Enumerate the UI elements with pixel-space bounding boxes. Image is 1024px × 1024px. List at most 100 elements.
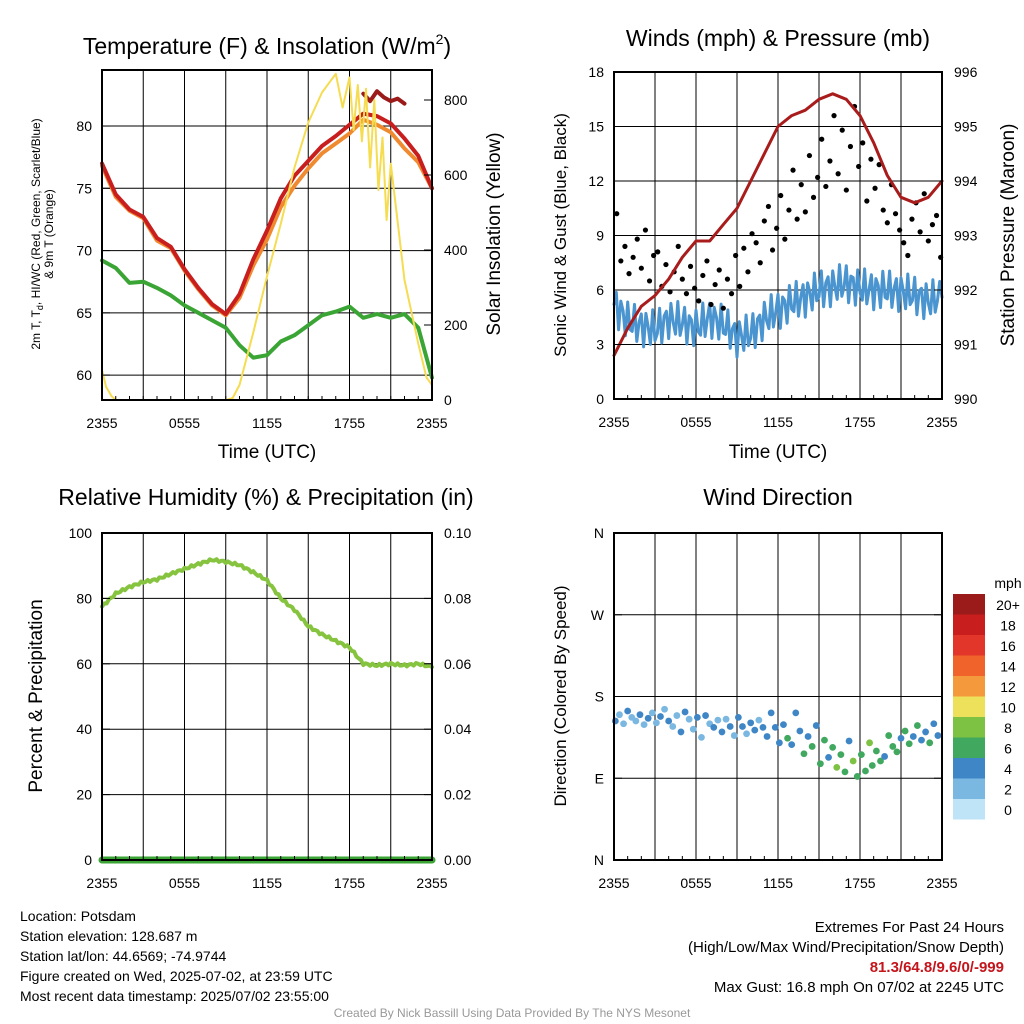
- series-line-3: [100, 258, 434, 380]
- direction-point: [640, 721, 648, 729]
- direction-point: [763, 733, 771, 740]
- direction-point: [930, 720, 938, 728]
- direction-point: [901, 727, 909, 735]
- insolation-ylabel: Solar Insolation (Yellow): [484, 132, 505, 335]
- gust-point: [798, 182, 804, 188]
- humidity-ylabel: Percent & Precipitation: [26, 599, 47, 792]
- station-info: Location: Potsdam Station elevation: 128…: [20, 906, 333, 1006]
- gust-point: [815, 174, 821, 180]
- legend-label: 0: [1004, 802, 1012, 818]
- y2-tick-label: 0.08: [444, 590, 471, 606]
- gust-point: [716, 267, 722, 273]
- gust-point: [872, 185, 878, 191]
- x-tick-label: 1155: [252, 415, 282, 431]
- direction-point: [734, 713, 742, 721]
- direction-point: [620, 720, 627, 728]
- gust-point: [897, 227, 903, 233]
- extremes-subtitle: (High/Low/Max Wind/Precipitation/Snow De…: [688, 939, 1004, 956]
- gust-point: [667, 289, 673, 295]
- direction-point: [914, 722, 921, 729]
- gust-point: [712, 281, 718, 288]
- extremes-values: 81.3/64.8/9.6/0/-999: [869, 959, 1004, 976]
- direction-point: [833, 763, 841, 771]
- gust-point: [929, 222, 936, 228]
- humidity-panel: Relative Humidity (%) & Precipitation (i…: [26, 484, 474, 891]
- gust-point: [683, 291, 690, 297]
- gust-point: [728, 291, 735, 297]
- gust-point: [790, 167, 796, 173]
- x-tick-label: 0555: [169, 875, 200, 891]
- gust-point: [876, 162, 882, 168]
- direction-point: [739, 723, 746, 730]
- direction-point: [673, 712, 681, 719]
- y-tick-label: 20: [76, 787, 92, 803]
- gust-point: [765, 203, 772, 210]
- gust-point: [724, 276, 731, 282]
- legend-label: 20+: [996, 597, 1020, 613]
- y2-tick-label: 995: [954, 119, 978, 135]
- direction-point: [821, 736, 828, 744]
- gust-point: [737, 283, 743, 289]
- direction-point: [881, 753, 888, 760]
- gust-point: [794, 216, 800, 222]
- direction-point: [657, 713, 664, 720]
- temperature-title: Temperature (F) & Insolation (W/m2): [83, 31, 451, 59]
- y-tick-label: 18: [588, 64, 604, 80]
- x-tick-label: 1155: [252, 875, 282, 891]
- gust-point: [925, 238, 931, 244]
- direction-point: [804, 733, 812, 740]
- legend-label: 2: [1004, 782, 1012, 798]
- x-tick-label: 2355: [416, 875, 447, 891]
- gust-point: [843, 187, 849, 193]
- location-text: Location: Potsdam: [20, 908, 136, 924]
- x-tick-label: 2355: [598, 414, 629, 430]
- series-line-2: [361, 89, 407, 106]
- direction-point: [702, 712, 709, 719]
- gust-point: [646, 278, 653, 284]
- y2-tick-label: 200: [444, 317, 468, 333]
- direction-point: [747, 719, 755, 727]
- direction-point: [893, 748, 901, 756]
- legend-label: 8: [1004, 720, 1012, 736]
- temperature-panel: Temperature (F) & Insolation (W/m2) 2355…: [29, 31, 505, 463]
- gust-point: [880, 207, 886, 213]
- y-tick-label: N: [594, 852, 604, 868]
- direction-point: [681, 708, 689, 716]
- direction-point: [825, 753, 832, 761]
- legend-label: 4: [1004, 761, 1012, 777]
- y2-tick-label: 996: [954, 64, 978, 80]
- y2-tick-label: 600: [444, 167, 468, 183]
- gust-point: [757, 260, 763, 266]
- y2-tick-label: 0.00: [444, 852, 471, 868]
- winds-xlabel: Time (UTC): [729, 442, 828, 463]
- extremes-info: Extremes For Past 24 Hours (High/Low/Max…: [688, 918, 1004, 998]
- direction-point: [718, 728, 726, 736]
- direction-point: [922, 728, 929, 736]
- gust-point: [618, 258, 624, 264]
- gust-point: [831, 113, 837, 119]
- legend-swatch: [953, 676, 985, 697]
- gust-point: [884, 220, 890, 226]
- x-tick-label: 1155: [763, 875, 793, 891]
- gust-point: [905, 252, 911, 259]
- credit-text: Created By Nick Bassill Using Data Provi…: [333, 1006, 691, 1020]
- direction-point: [800, 750, 808, 758]
- y-tick-label: W: [591, 607, 605, 623]
- gust-point: [642, 227, 649, 233]
- legend-swatch: [953, 635, 985, 656]
- gust-point: [655, 249, 661, 255]
- gust-point: [819, 136, 825, 142]
- latlon-text: Station lat/lon: 44.6569; -74.9744: [20, 948, 227, 964]
- direction-point: [669, 723, 677, 730]
- gust-point: [892, 211, 899, 217]
- legend-label: 10: [1000, 700, 1016, 716]
- series-line-0: [612, 263, 944, 359]
- gust-point: [856, 163, 862, 170]
- direction-point: [788, 741, 796, 749]
- temperature-xlabel: Time (UTC): [218, 442, 317, 463]
- direction-point: [710, 723, 718, 731]
- gust-point: [679, 276, 685, 282]
- gust-point: [823, 183, 829, 190]
- y2-tick-label: 800: [444, 92, 468, 108]
- gust-point: [696, 298, 702, 304]
